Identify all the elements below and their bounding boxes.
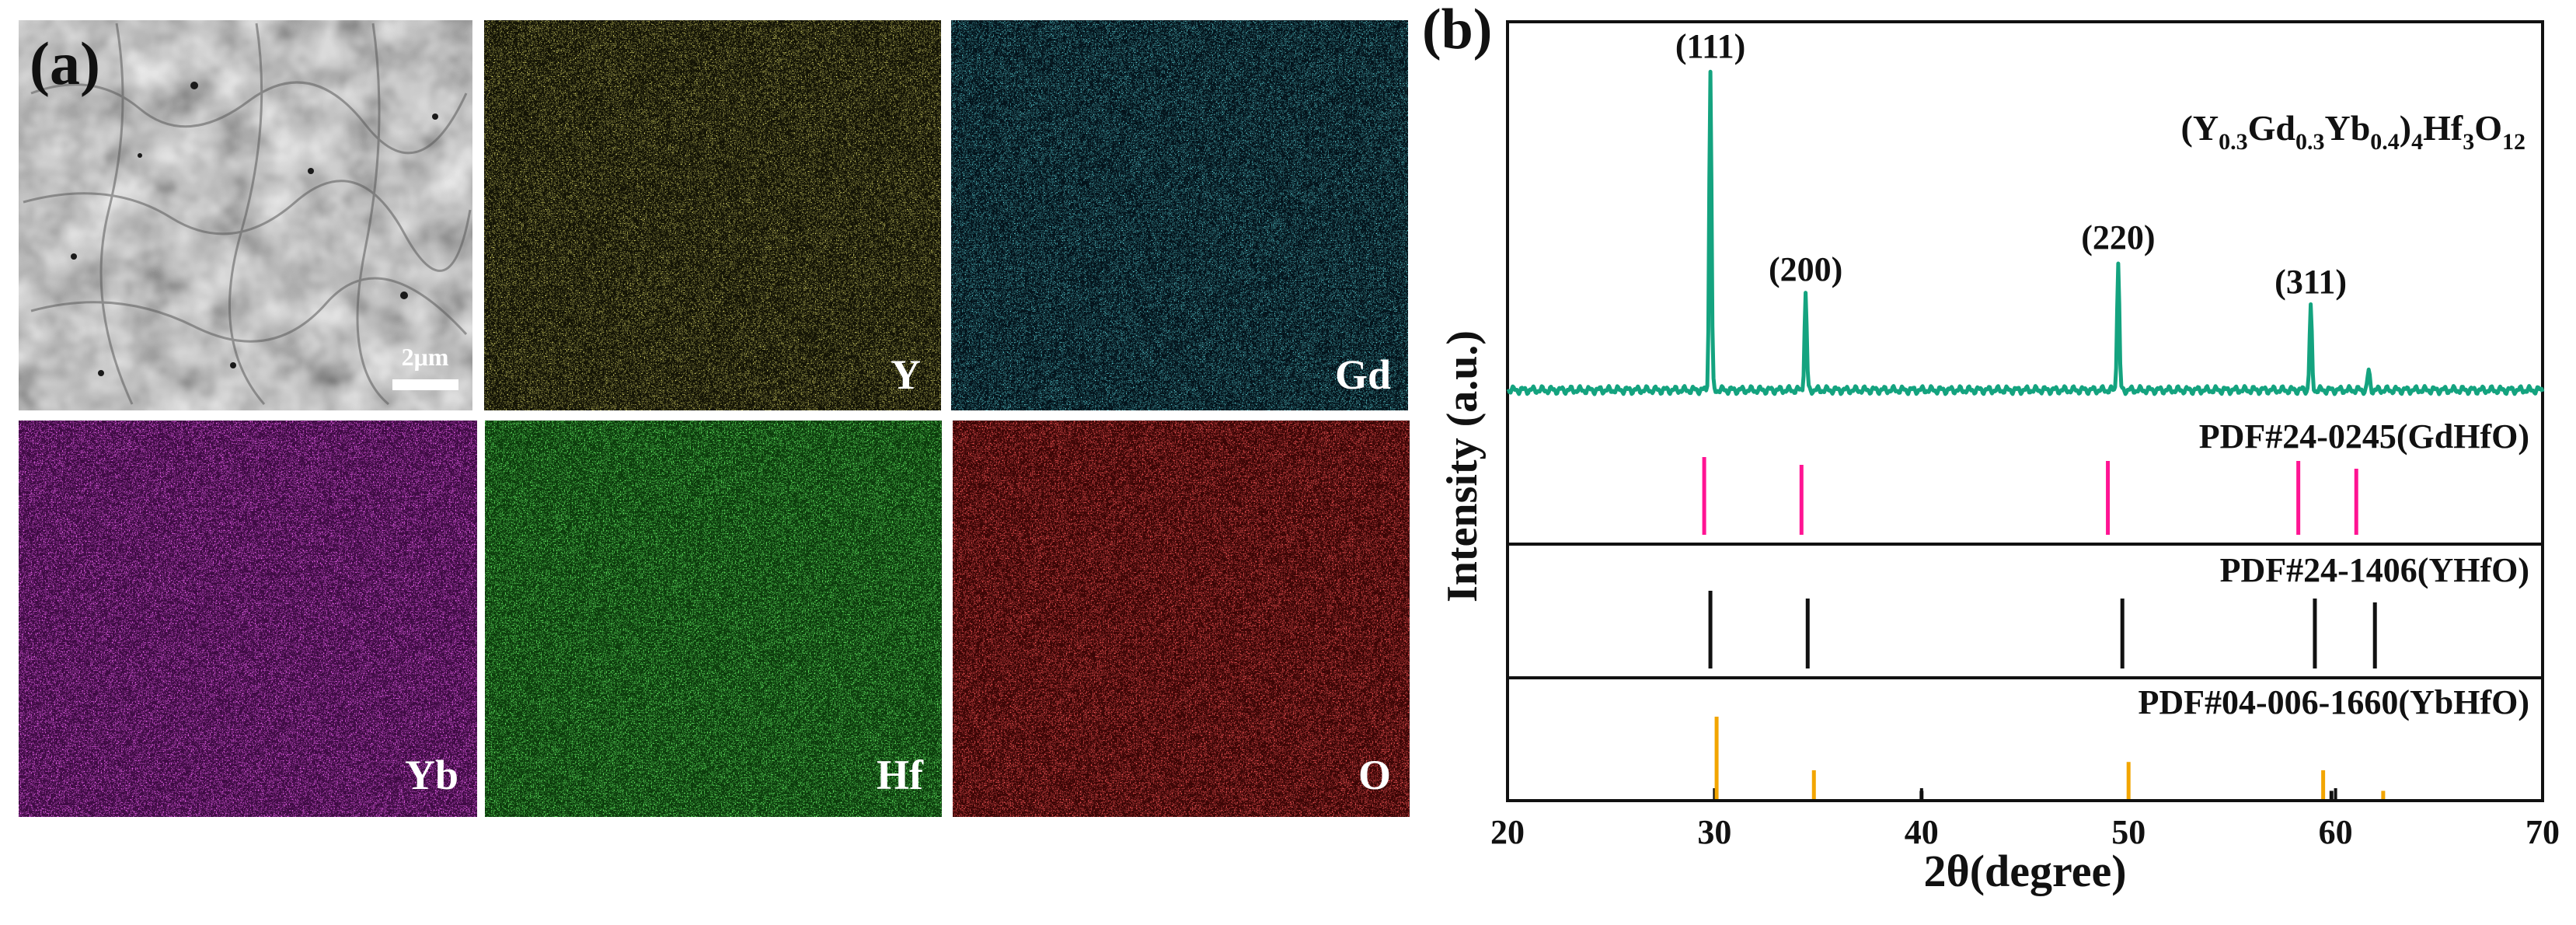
peak-label-2: (220) <box>2081 218 2155 257</box>
peak-label-0: (111) <box>1675 27 1745 65</box>
sample-pattern: (111) (200) (220) (311) <box>1506 27 2545 396</box>
peak-label-1: (200) <box>1769 250 1842 288</box>
reference-patterns <box>1702 457 2386 799</box>
reference-label-ybhfo: PDF#04-006-1660(YbHfO) <box>2139 683 2530 721</box>
map-label-gd: Gd <box>1335 351 1391 398</box>
x-axis: 20 30 40 50 60 70 <box>1490 788 2560 851</box>
eds-map-gd: Gd <box>951 20 1408 410</box>
x-tick-label: 20 <box>1490 813 1525 851</box>
x-tick-label: 30 <box>1697 813 1731 851</box>
x-tick-label: 60 <box>2319 813 2353 851</box>
eds-map-o: O <box>953 421 1410 817</box>
x-tick-label: 50 <box>2111 813 2146 851</box>
scale-bar <box>392 379 458 390</box>
scale-bar-label: 2μm <box>402 343 449 371</box>
panel-b-label: (b) <box>1422 0 1492 61</box>
plot-frame <box>1506 20 2544 802</box>
xrd-chart: 20 30 40 50 60 70 (111) (200) (220) (311) (b) 2θ… <box>1422 0 2560 896</box>
map-label-yb: Yb <box>405 752 458 798</box>
reference-label-gdhfo: PDF#24-0245(GdHfO) <box>2199 417 2529 456</box>
sample-line <box>1506 69 2545 396</box>
panel-a-label: (a) <box>30 30 100 97</box>
map-label-y: Y <box>891 351 921 398</box>
sem-image: 2μm <box>19 20 472 410</box>
x-axis-label: 2θ(degree) <box>1923 846 2126 896</box>
map-label-hf: Hf <box>877 752 924 798</box>
map-label-o: O <box>1358 752 1391 798</box>
x-tick-label: 40 <box>1905 813 1939 851</box>
x-tick-label: 70 <box>2525 813 2560 851</box>
eds-map-hf: Hf <box>485 421 942 817</box>
y-axis-label: Intensity (a.u.) <box>1438 330 1487 602</box>
reference-label-yhfo: PDF#24-1406(YHfO) <box>2220 551 2529 589</box>
peak-label-3: (311) <box>2274 263 2347 301</box>
sample-composition-label: (Y0.3Gd0.3Yb0.4)4Hf3O12 <box>2181 108 2525 155</box>
eds-map-y: Y <box>484 20 941 410</box>
panel-a: 2μm Y Gd Yb Hf O <box>19 20 1410 817</box>
eds-map-yb: Yb <box>19 421 477 817</box>
